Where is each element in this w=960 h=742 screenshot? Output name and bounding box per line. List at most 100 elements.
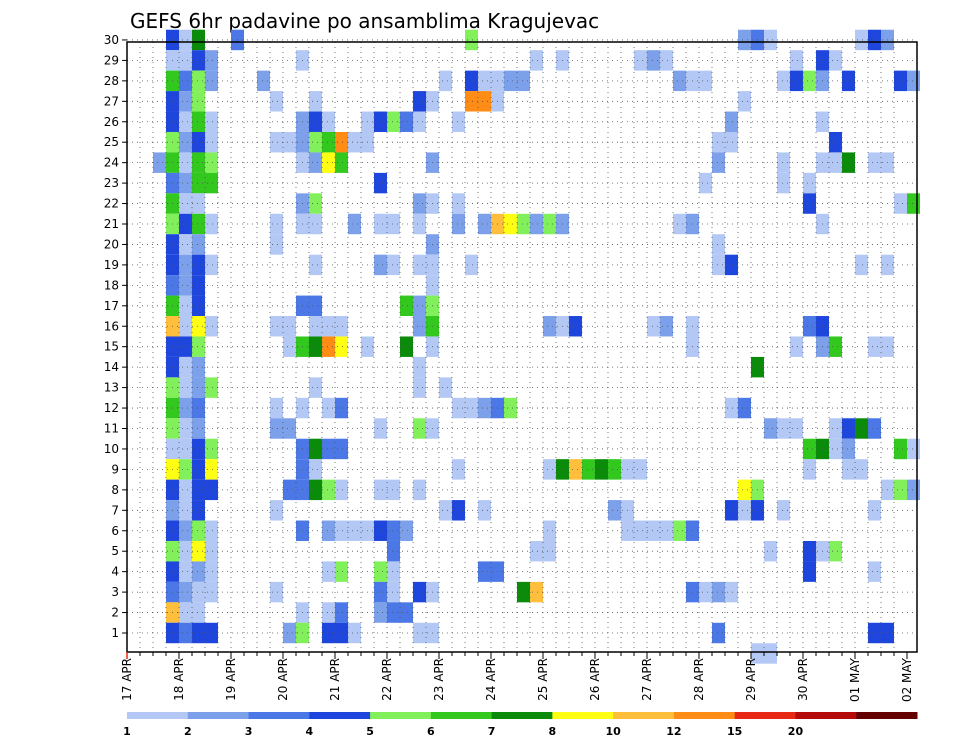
heatmap-cell (387, 213, 400, 235)
heatmap-cell (582, 459, 595, 480)
heatmap-cell (374, 581, 387, 603)
heatmap-cell (725, 131, 738, 153)
heatmap-cell (374, 111, 387, 132)
heatmap-cell (270, 581, 283, 603)
heatmap-cell (413, 581, 426, 603)
heatmap-cell (179, 295, 192, 317)
heatmap-cell (504, 213, 517, 235)
heatmap-cell (634, 459, 647, 480)
x-tick-label: 27 APR (640, 658, 654, 701)
heatmap-cell (387, 254, 400, 276)
heatmap-cell (192, 275, 205, 296)
heatmap-cell (387, 479, 400, 501)
y-tick-label: 21 (104, 217, 119, 231)
heatmap-cell (192, 438, 205, 460)
y-tick-label: 19 (104, 258, 119, 272)
heatmap-cell (192, 520, 205, 541)
heatmap-cell (634, 520, 647, 541)
heatmap-cell (855, 254, 868, 276)
heatmap-cell (907, 70, 920, 92)
heatmap-cell (205, 254, 218, 276)
heatmap-cell (413, 193, 426, 214)
colorbar-swatch (248, 712, 310, 719)
heatmap-cell (738, 91, 751, 112)
heatmap-cell (205, 50, 218, 71)
colorbar-swatch (795, 712, 857, 719)
heatmap-cell (712, 581, 725, 603)
colorbar-label: 10 (605, 725, 621, 738)
x-tick-label: 17 APR (120, 658, 134, 701)
heatmap-cell (868, 336, 881, 357)
heatmap-cell (153, 152, 166, 173)
heatmap-cell (803, 540, 816, 562)
y-axis: 1234567891011121314151617181920212223242… (104, 33, 127, 640)
y-tick-label: 30 (104, 33, 119, 47)
heatmap-cell (452, 500, 465, 521)
heatmap-cell (192, 193, 205, 214)
heatmap-cell (829, 50, 842, 71)
x-tick-label: 29 APR (744, 658, 758, 701)
heatmap-cell (673, 520, 686, 541)
heatmap-cell (179, 581, 192, 603)
heatmap-cell (335, 479, 348, 501)
heatmap-cell (803, 561, 816, 582)
heatmap-cell (257, 70, 270, 92)
heatmap-cell (738, 29, 751, 51)
heatmap-cell (868, 418, 881, 439)
heatmap-cell (725, 111, 738, 132)
heatmap-cell (478, 561, 491, 582)
heatmap-cell (764, 29, 777, 51)
colorbar-label: 20 (788, 725, 804, 738)
heatmap-cell (387, 602, 400, 623)
heatmap-cell (283, 336, 296, 357)
chart-title: GEFS 6hr padavine po ansamblima Kragujev… (130, 9, 599, 33)
heatmap-cell (543, 520, 556, 541)
heatmap-cell (647, 316, 660, 337)
y-tick-label: 16 (104, 319, 119, 333)
heatmap-cell (478, 91, 491, 112)
heatmap-cell (673, 70, 686, 92)
heatmap-cell (192, 50, 205, 71)
heatmap-cell (283, 316, 296, 337)
x-tick-label: 21 APR (328, 658, 342, 701)
heatmap-cell (192, 91, 205, 112)
heatmap-cell (504, 70, 517, 92)
heatmap-cell (829, 540, 842, 562)
heatmap-cell (270, 316, 283, 337)
heatmap-cell (387, 540, 400, 562)
heatmap-cell (374, 418, 387, 439)
heatmap-cell (335, 438, 348, 460)
heatmap-cell (465, 397, 478, 419)
heatmap-cell (413, 254, 426, 276)
heatmap-cell (478, 213, 491, 235)
heatmap-cell (179, 234, 192, 255)
heatmap-cell (179, 254, 192, 276)
y-tick-label: 15 (104, 340, 119, 354)
y-tick-label: 12 (104, 401, 119, 415)
y-tick-label: 17 (104, 299, 119, 313)
heatmap-cell (270, 397, 283, 419)
heatmap-cell (907, 193, 920, 214)
heatmap-cell (829, 152, 842, 173)
heatmap-cell (387, 581, 400, 603)
heatmap-cell (608, 500, 621, 521)
heatmap-cell (803, 172, 816, 194)
y-tick-label: 3 (111, 585, 119, 599)
heatmap-cell (335, 316, 348, 337)
heatmap-cell (348, 622, 361, 644)
heatmap-cell (413, 356, 426, 378)
heatmap-cell (777, 418, 790, 439)
heatmap-cell (205, 316, 218, 337)
heatmap-cell (790, 418, 803, 439)
heatmap-cell (179, 152, 192, 173)
heatmap-cell (413, 418, 426, 439)
heatmap-cell (309, 377, 322, 398)
heatmap-cell (868, 561, 881, 582)
heatmap-cell (868, 29, 881, 51)
heatmap-cell (777, 70, 790, 92)
heatmap-cell (400, 520, 413, 541)
heatmap-cell (205, 172, 218, 194)
heatmap-cell (842, 152, 855, 173)
heatmap-cell (179, 29, 192, 51)
heatmap-cell (660, 316, 673, 337)
